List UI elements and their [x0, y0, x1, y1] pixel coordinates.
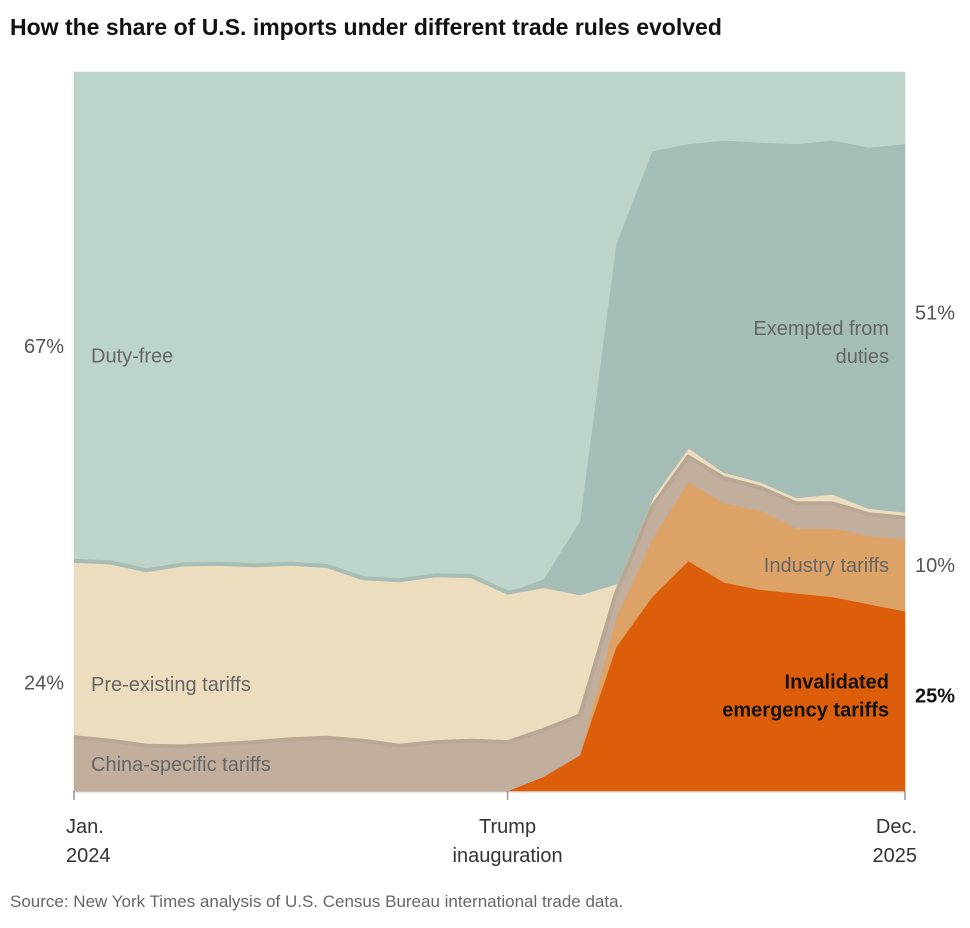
series-label-exempted: Exempted from	[753, 318, 889, 340]
end-value-exempted: 51%	[915, 303, 955, 325]
boundary-line-preexisting	[73, 443, 906, 596]
start-value-dutyfree: 67%	[24, 336, 64, 358]
series-label-exempted: duties	[836, 346, 889, 368]
x-tick-label: Dec.	[876, 816, 917, 838]
series-label-emergency: Invalidated	[785, 672, 889, 694]
source-note: Source: New York Times analysis of U.S. …	[10, 892, 624, 911]
x-tick-label: 2024	[66, 845, 111, 867]
series-label-preexisting: Pre-existing tariffs	[91, 674, 251, 696]
start-value-preexisting: 24%	[24, 672, 64, 694]
series-labels: Duty-free Exempted from duties Industry tar…	[24, 303, 955, 776]
series-label-china: China-specific tariffs	[91, 754, 271, 776]
x-axis: Jan. 2024 Trump inauguration Dec. 2025	[66, 791, 917, 867]
stacked-area-chart: Jan. 2024 Trump inauguration Dec. 2025 Duty-f…	[24, 71, 955, 867]
end-value-emergency: 25%	[915, 686, 955, 708]
boundary-line-china	[73, 454, 906, 749]
series-label-industry: Industry tariffs	[764, 555, 889, 577]
series-label-dutyfree: Duty-free	[91, 346, 173, 368]
x-tick-label: Trump	[479, 816, 536, 838]
x-tick-label: Jan.	[66, 816, 104, 838]
x-tick-label: 2025	[873, 845, 918, 867]
boundary-lines	[73, 443, 906, 749]
series-label-emergency: emergency tariffs	[722, 700, 889, 722]
x-tick-label: inauguration	[453, 845, 563, 867]
end-value-industry: 10%	[915, 555, 955, 577]
chart-title: How the share of U.S. imports under diff…	[10, 14, 722, 40]
area-layers	[73, 71, 906, 792]
